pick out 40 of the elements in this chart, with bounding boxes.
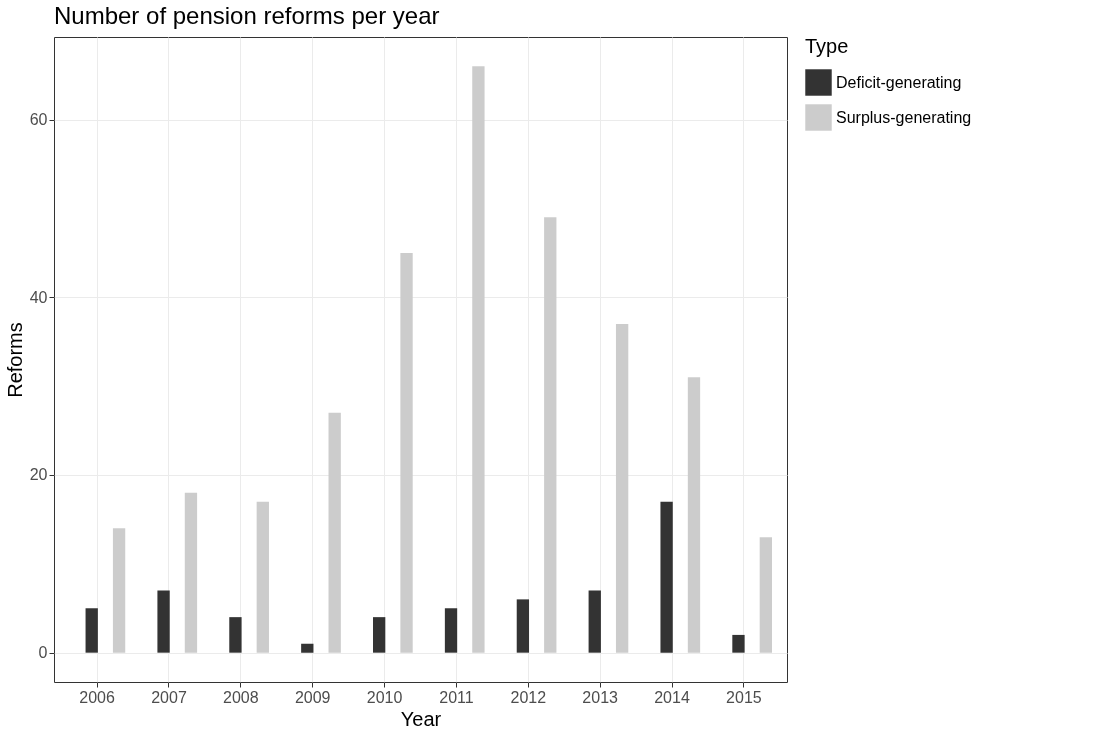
y-tick-label: 60 <box>29 111 48 129</box>
x-tick-label: 2014 <box>654 688 690 706</box>
y-tick-label: 40 <box>29 288 48 306</box>
legend-label: Deficit-generating <box>836 73 962 91</box>
bar <box>373 617 386 653</box>
bar <box>301 643 314 653</box>
bar <box>85 608 98 653</box>
x-tick-label: 2015 <box>726 688 762 706</box>
bar <box>400 252 413 653</box>
x-tick-label: 2013 <box>582 688 619 706</box>
bar <box>444 608 458 653</box>
bar <box>588 590 601 653</box>
bar <box>229 617 242 653</box>
bar <box>687 377 701 653</box>
x-tick-label: 2012 <box>510 688 547 706</box>
bar <box>184 492 198 653</box>
chart-title: Number of pension reforms per year <box>54 2 440 29</box>
x-tick-label: 2009 <box>294 688 331 706</box>
x-tick-label: 2008 <box>223 688 259 706</box>
bar <box>759 537 773 653</box>
bar <box>732 634 745 653</box>
y-axis-title: Reforms <box>3 322 26 398</box>
legend-title: Type <box>805 35 849 57</box>
x-axis-title: Year <box>400 707 442 730</box>
y-tick-label: 0 <box>38 644 48 662</box>
x-tick-label: 2007 <box>151 688 187 706</box>
bar <box>544 217 557 653</box>
legend-label: Surplus-generating <box>836 108 972 126</box>
bar <box>157 590 170 653</box>
bar <box>516 599 530 653</box>
x-tick-label: 2006 <box>79 688 116 706</box>
bar <box>472 66 485 653</box>
bar <box>112 528 126 653</box>
bar <box>660 501 673 653</box>
y-tick-label: 20 <box>29 466 48 484</box>
bar <box>615 323 629 653</box>
bar <box>328 412 341 653</box>
x-tick-label: 2010 <box>366 688 403 706</box>
x-tick-label: 2011 <box>439 688 474 706</box>
bar <box>256 501 269 653</box>
